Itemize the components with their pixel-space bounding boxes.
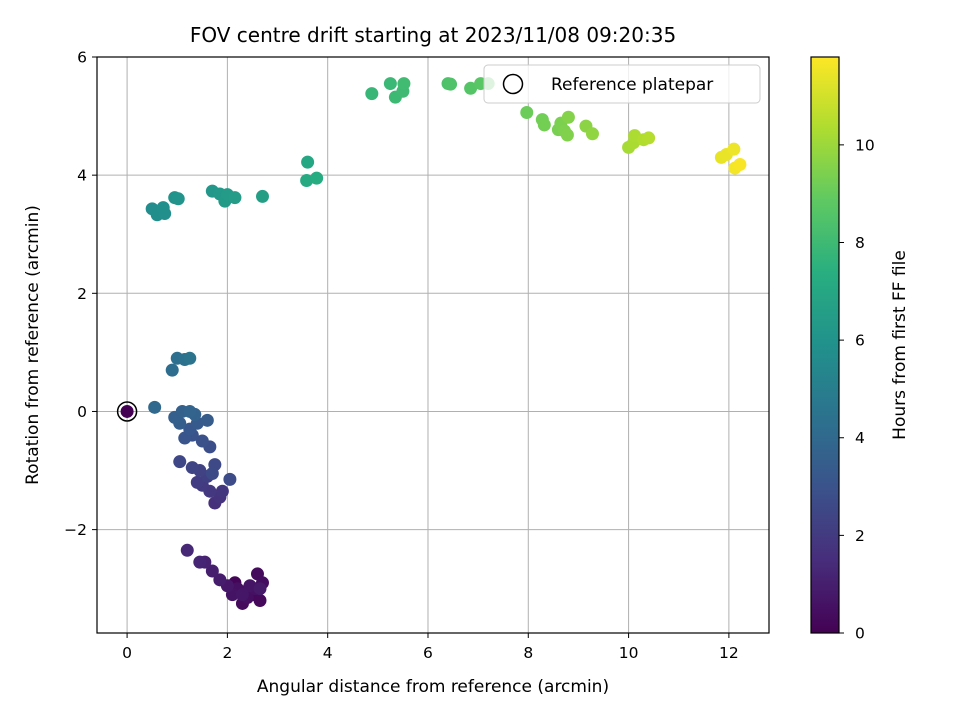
plot-frame [96, 56, 770, 634]
reference-marker [116, 401, 138, 422]
x-tick-label: 6 [423, 644, 433, 662]
colorbar-tick-label: 8 [855, 234, 865, 252]
data-point [148, 400, 162, 414]
legend: Reference platepar [483, 64, 761, 104]
data-point [464, 81, 478, 95]
data-point [180, 543, 194, 557]
x-axis-label: Angular distance from reference (arcmin) [257, 677, 609, 697]
x-tick-label: 8 [523, 644, 533, 662]
data-point [205, 564, 219, 578]
y-axis-ticks: −2 0 2 4 6 [64, 49, 97, 539]
y-tick-label: 2 [77, 285, 87, 303]
colorbar-tick-label: 4 [855, 429, 865, 447]
data-point [310, 171, 324, 185]
data-point [561, 110, 575, 124]
data-point [560, 128, 574, 142]
data-point [235, 588, 249, 602]
colorbar-tick-label: 6 [855, 332, 865, 350]
data-point [228, 191, 242, 205]
data-point [183, 404, 197, 418]
reference-point-group [116, 401, 138, 422]
y-tick-label: −2 [64, 521, 87, 539]
colorbar-tick-label: 2 [855, 527, 865, 545]
colorbar-tick-label: 0 [855, 625, 865, 643]
data-point [253, 582, 267, 596]
data-point [190, 475, 204, 489]
y-tick-label: 4 [77, 167, 87, 185]
colorbar: 0 2 4 6 8 10 Hours from first FF file [810, 56, 910, 643]
data-point [223, 472, 237, 486]
data-point [165, 363, 179, 377]
data-point [585, 127, 599, 141]
data-point [195, 434, 209, 448]
y-axis-label: Rotation from reference (arcmin) [23, 205, 43, 485]
data-point [193, 555, 207, 569]
colorbar-tick-label: 10 [855, 136, 875, 154]
data-point [727, 142, 741, 156]
colorbar-ticks: 0 2 4 6 8 10 [839, 136, 875, 643]
data-point [215, 484, 229, 498]
x-tick-label: 12 [719, 644, 739, 662]
chart-title: FOV centre drift starting at 2023/11/08 … [190, 23, 676, 47]
data-point [173, 455, 187, 469]
data-point [255, 189, 269, 203]
y-tick-label: 6 [77, 49, 87, 67]
colorbar-frame [810, 56, 840, 634]
data-point [185, 461, 199, 475]
data-point [365, 87, 379, 101]
x-tick-label: 2 [222, 644, 232, 662]
data-point [243, 579, 257, 593]
x-tick-label: 0 [122, 644, 132, 662]
legend-box [483, 64, 761, 104]
data-point [156, 201, 170, 215]
data-point [301, 155, 315, 169]
x-axis-ticks: 0 2 4 6 8 10 12 [122, 633, 739, 662]
data-point [733, 158, 747, 172]
colorbar-gradient [811, 57, 839, 633]
colorbar-label: Hours from first FF file [890, 250, 910, 440]
data-point [383, 77, 397, 91]
data-point [171, 192, 185, 206]
data-point [642, 131, 656, 145]
data-point [183, 351, 197, 365]
x-tick-label: 10 [619, 644, 639, 662]
data-point [200, 413, 214, 427]
x-tick-label: 4 [323, 644, 333, 662]
y-tick-label: 0 [77, 403, 87, 421]
data-point [520, 106, 534, 120]
data-point [537, 118, 551, 132]
legend-label: Reference platepar [551, 75, 713, 95]
data-point [205, 466, 219, 480]
legend-marker-icon [502, 73, 524, 95]
data-point [213, 573, 227, 587]
data-point [397, 77, 411, 91]
scatter-points [145, 77, 747, 610]
data-point [444, 77, 458, 91]
reference-data-point [120, 404, 134, 418]
data-point [253, 594, 267, 608]
grid-lines [97, 56, 769, 633]
data-point [300, 173, 314, 187]
